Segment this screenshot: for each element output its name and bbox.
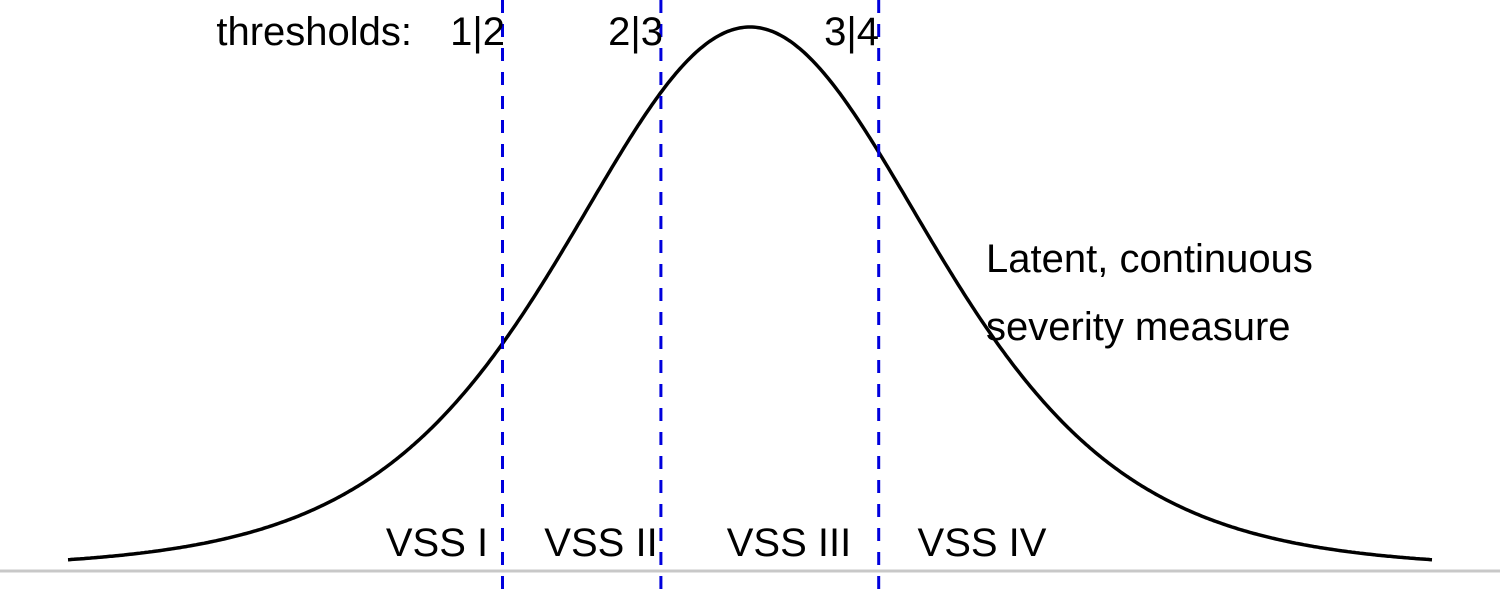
curve-label-line-2: severity measure: [986, 305, 1291, 349]
threshold-label-3-4: 3|4: [824, 10, 879, 54]
thresholds-prefix-label: thresholds:: [216, 10, 412, 54]
category-label-vss-3: VSS III: [727, 521, 852, 565]
category-label-vss-4: VSS IV: [918, 521, 1047, 565]
latent-density-curve: [67, 25, 1433, 562]
threshold-label-2-3: 2|3: [608, 10, 663, 54]
category-label-vss-2: VSS II: [544, 521, 657, 565]
category-label-vss-1: VSS I: [386, 521, 488, 565]
curve-label-line-1: Latent, continuous: [986, 237, 1313, 281]
threshold-label-1-2: 1|2: [450, 10, 505, 54]
